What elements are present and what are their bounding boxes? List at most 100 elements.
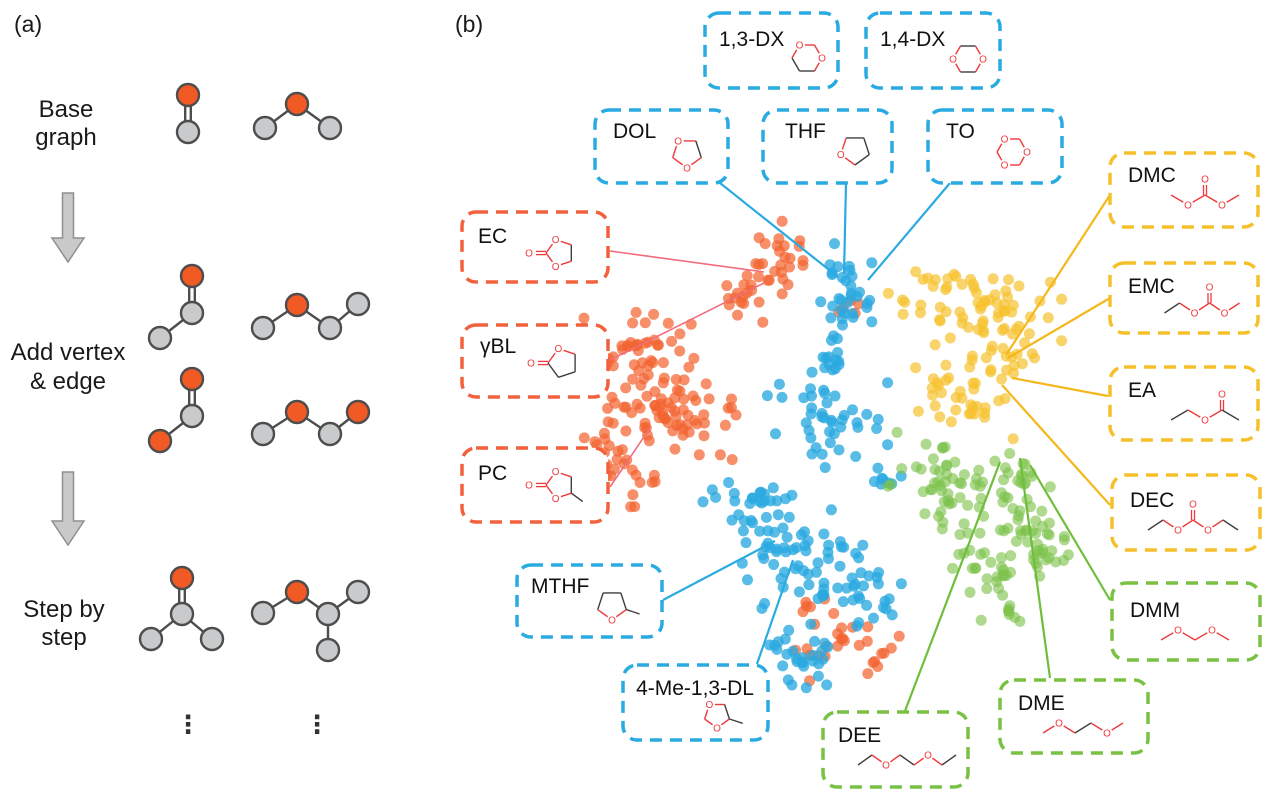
bond [1164,302,1180,314]
scatter-point [1045,276,1056,288]
scatter-point [929,400,941,412]
callout-line-ec [609,250,765,273]
scatter-point [958,518,970,530]
atom-mask [1199,173,1211,185]
scatter-point [1007,299,1019,311]
dashed-box-border [621,663,770,742]
hetero-node [284,579,310,605]
dashed-box-border [460,210,610,284]
box-label-1-4-dx: 1,4-DX [880,28,945,51]
scatter-point [997,589,1009,601]
box-label-gbl: γBL [480,335,516,358]
scatter-point [944,332,956,344]
scatter-point [937,442,949,454]
scatter-point [985,345,997,356]
oxygen-atom: O [1023,148,1031,159]
box-label-dee: DEE [838,724,881,747]
methyl-bond [626,608,640,615]
scatter-point [866,257,878,269]
oxygen-atom: O [796,41,804,52]
scatter-point [649,386,661,398]
callout-line-thf [842,182,848,275]
scatter-cluster-yellow [882,266,1068,445]
scatter-point [662,317,674,329]
callout-line-dec [1001,384,1111,506]
oxygen-atom: O [979,55,987,66]
bond [547,362,559,378]
callout-line-dme [1018,457,1052,679]
scatter-point [947,562,958,574]
scatter-point [710,491,722,503]
scatter-point [956,278,968,290]
bond [695,140,702,158]
carbon-node [179,300,205,326]
scatter-point [726,393,737,405]
scatter-point [800,596,812,608]
scatter-point [683,361,695,373]
scatter-point [891,426,903,438]
scatter-point [797,259,809,271]
scatter-point [974,527,986,539]
scatter-point [1044,481,1056,493]
scatter-point [824,437,836,449]
dashed-box-border [998,678,1150,755]
scatter-point [853,639,865,651]
scatter-point [769,526,780,538]
callout-line-dol [719,182,839,278]
scatter-point [882,287,894,299]
molecule-box-emc: EMC O O O [1108,261,1260,335]
hetero-node [147,428,173,454]
atom-mask [999,159,1010,171]
scatter-point [867,657,879,669]
carbon-node [250,315,276,341]
bond [1221,409,1240,421]
scatter-point [662,397,674,409]
callout-line-gbl [609,282,765,361]
scatter-point [641,390,653,402]
scatter-point [844,265,856,276]
molecule-structure-mthf: O [597,592,640,627]
carbon-node [250,421,276,447]
atom-mask [711,722,723,734]
molecule-structure-emc: O O O [1164,281,1240,320]
dashed-box-border [515,563,664,639]
step-label: & edge [30,368,106,395]
scatter-point [1056,335,1068,347]
scatter-point [931,377,943,389]
scatter-point [799,540,811,551]
scatter-point [1058,531,1070,542]
scatter-point [758,553,770,564]
hetero-node [175,82,201,108]
scatter-point [851,620,863,632]
scatter-point [832,347,844,358]
step-label: Base [39,96,94,123]
ellipsis: ⋮ [176,710,201,739]
scatter-point [800,682,812,694]
bond [558,371,576,378]
scatter-point [966,354,978,366]
box-label-emc: EMC [1128,275,1175,298]
scatter-point [628,359,640,371]
scatter-point [868,476,880,487]
scatter-point [781,648,793,660]
scatter-point [682,409,694,421]
scatter-point [942,494,954,506]
scatter-point [840,275,852,287]
scatter-point [767,482,779,494]
scatter-point [773,378,785,390]
scatter-point [851,417,863,429]
scatter-point [967,278,979,290]
scatter-cluster-green [882,426,1074,627]
scatter-point [985,366,997,378]
molecule-structure-4me13dl: OO [703,698,743,735]
scatter-point [884,479,896,490]
scatter-point [968,408,980,420]
oxygen-atom: O [1221,309,1229,320]
scatter-point [607,417,619,429]
atom-mask [1189,307,1200,319]
dashed-box-border [703,11,840,90]
scatter-point [784,261,795,273]
